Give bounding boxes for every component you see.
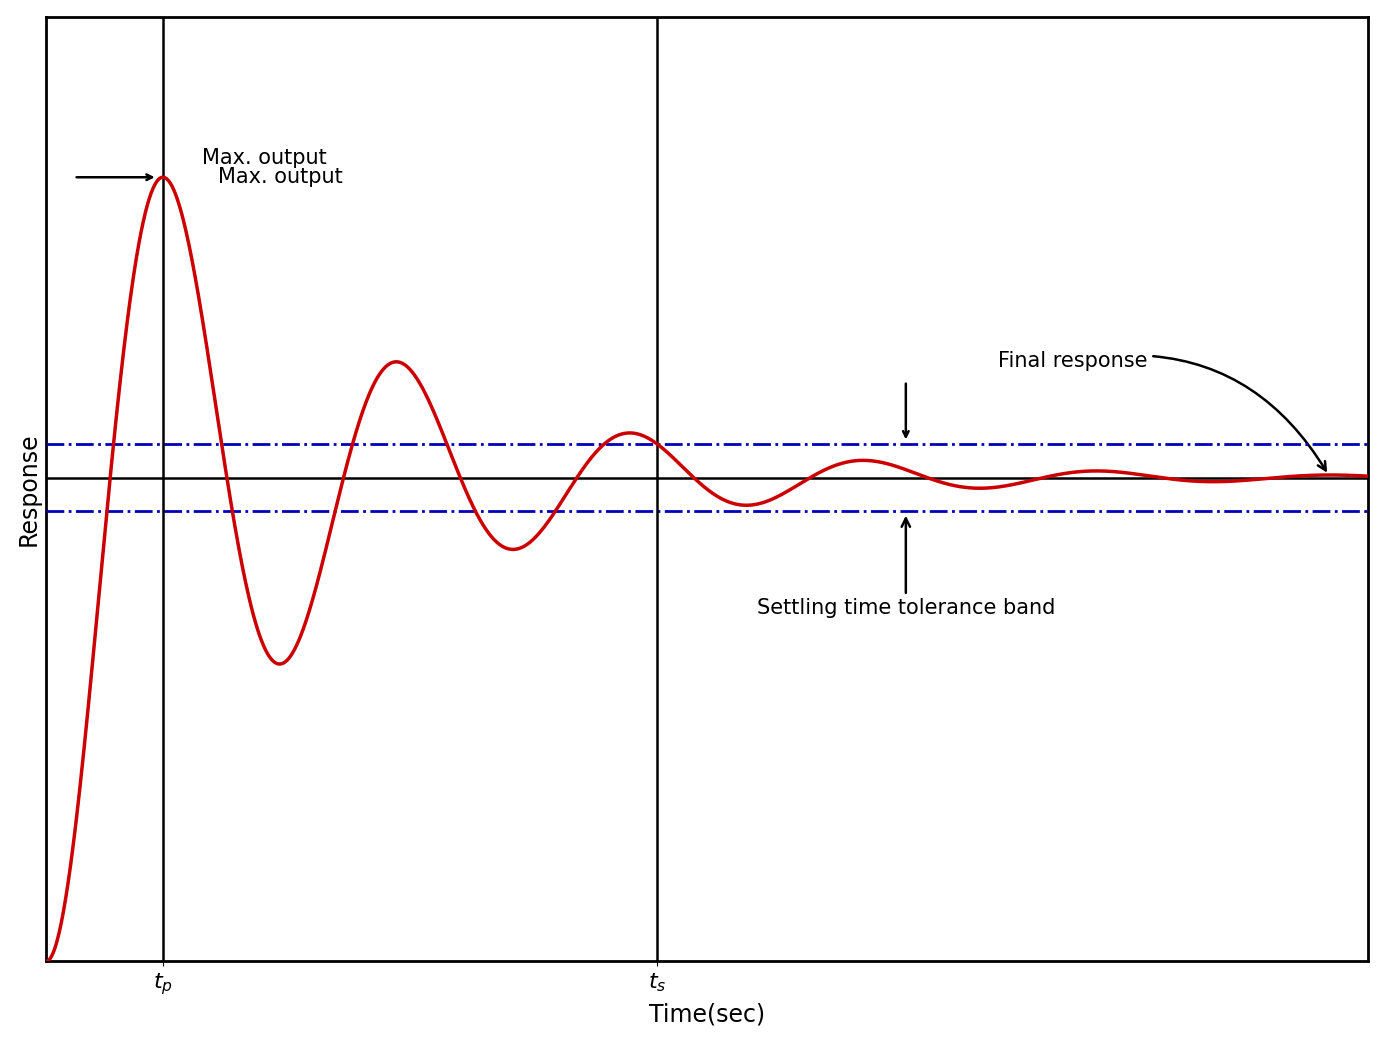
Text: Max. output: Max. output <box>217 167 343 188</box>
X-axis label: Time(sec): Time(sec) <box>650 1002 766 1026</box>
Text: Settling time tolerance band: Settling time tolerance band <box>756 518 1055 618</box>
Text: Final response: Final response <box>999 351 1325 470</box>
Y-axis label: Response: Response <box>17 432 40 545</box>
Text: Max. output: Max. output <box>202 147 327 168</box>
